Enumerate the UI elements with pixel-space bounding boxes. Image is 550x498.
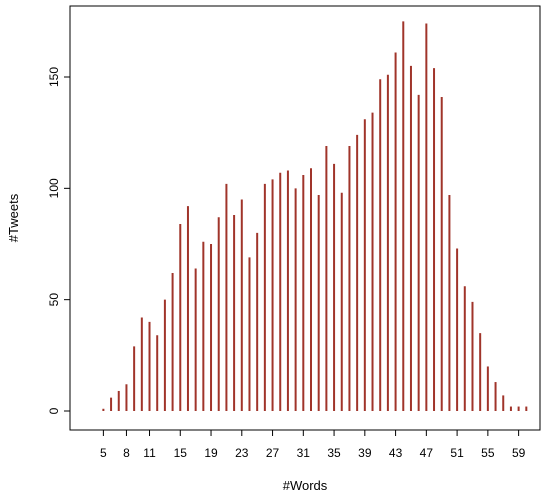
x-tick-label-31: 31	[297, 446, 311, 460]
x-tick-label-15: 15	[174, 446, 188, 460]
x-tick-label-11: 11	[143, 446, 156, 460]
x-tick-label-19: 19	[204, 446, 218, 460]
x-tick-label-59: 59	[512, 446, 526, 460]
y-tick-label-0: 0	[47, 407, 61, 414]
bars-group	[102, 21, 528, 411]
x-tick-label-55: 55	[481, 446, 495, 460]
x-axis: 5 8 11 15 19 23 27 31 35 39 43 47 51 55 59	[100, 430, 526, 460]
x-tick-label-27: 27	[266, 446, 280, 460]
x-axis-title: #Words	[283, 478, 328, 493]
y-tick-label-100: 100	[47, 178, 61, 198]
y-tick-label-150: 150	[47, 67, 61, 87]
x-tick-label-51: 51	[450, 446, 464, 460]
x-tick-label-39: 39	[358, 446, 372, 460]
y-axis-title: #Tweets	[6, 193, 21, 242]
x-tick-label-5: 5	[100, 446, 107, 460]
plot-frame	[69, 5, 541, 431]
y-axis: 0 50 100 150	[47, 67, 70, 414]
x-tick-label-43: 43	[389, 446, 403, 460]
y-tick-label-50: 50	[47, 293, 61, 307]
x-tick-label-23: 23	[235, 446, 249, 460]
x-tick-label-47: 47	[420, 446, 434, 460]
x-tick-label-35: 35	[327, 446, 341, 460]
x-tick-label-8: 8	[123, 446, 130, 460]
